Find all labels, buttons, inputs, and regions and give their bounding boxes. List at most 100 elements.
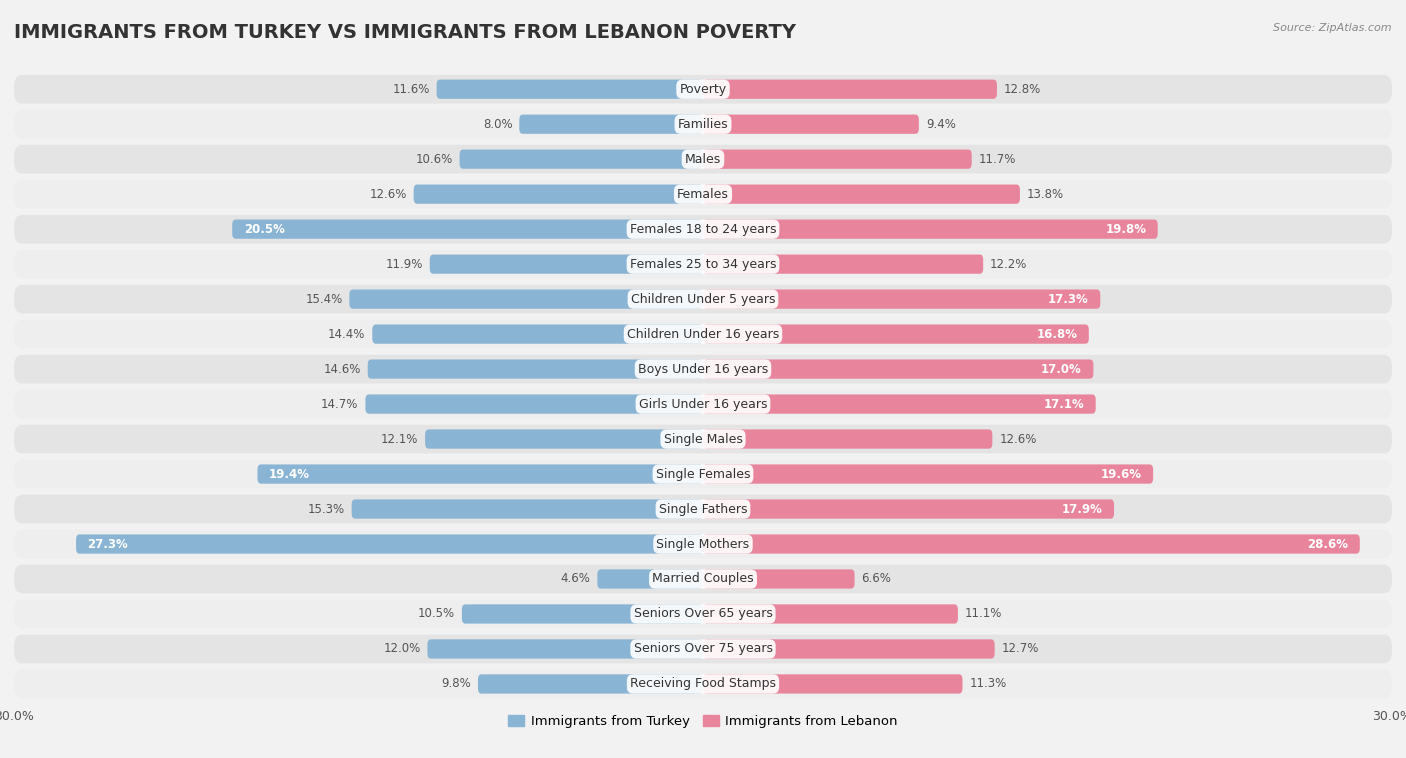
- Text: 11.7%: 11.7%: [979, 152, 1017, 166]
- FancyBboxPatch shape: [703, 675, 963, 694]
- FancyBboxPatch shape: [14, 600, 1392, 628]
- FancyBboxPatch shape: [232, 220, 703, 239]
- Text: 6.6%: 6.6%: [862, 572, 891, 585]
- FancyBboxPatch shape: [366, 394, 703, 414]
- Text: Seniors Over 75 years: Seniors Over 75 years: [634, 643, 772, 656]
- Text: 14.6%: 14.6%: [323, 362, 361, 375]
- Text: 4.6%: 4.6%: [561, 572, 591, 585]
- FancyBboxPatch shape: [413, 184, 703, 204]
- FancyBboxPatch shape: [427, 639, 703, 659]
- Text: Single Mothers: Single Mothers: [657, 537, 749, 550]
- Text: 8.0%: 8.0%: [482, 117, 512, 130]
- Text: Receiving Food Stamps: Receiving Food Stamps: [630, 678, 776, 691]
- FancyBboxPatch shape: [14, 495, 1392, 523]
- FancyBboxPatch shape: [14, 75, 1392, 104]
- Text: 12.0%: 12.0%: [384, 643, 420, 656]
- Text: IMMIGRANTS FROM TURKEY VS IMMIGRANTS FROM LEBANON POVERTY: IMMIGRANTS FROM TURKEY VS IMMIGRANTS FRO…: [14, 23, 796, 42]
- Text: 9.4%: 9.4%: [925, 117, 956, 130]
- Text: 9.8%: 9.8%: [441, 678, 471, 691]
- Text: Source: ZipAtlas.com: Source: ZipAtlas.com: [1274, 23, 1392, 33]
- Text: 17.1%: 17.1%: [1043, 398, 1084, 411]
- FancyBboxPatch shape: [703, 290, 1101, 309]
- FancyBboxPatch shape: [703, 324, 1088, 343]
- FancyBboxPatch shape: [703, 80, 997, 99]
- FancyBboxPatch shape: [14, 355, 1392, 384]
- FancyBboxPatch shape: [703, 465, 1153, 484]
- FancyBboxPatch shape: [349, 290, 703, 309]
- Text: 10.5%: 10.5%: [418, 607, 456, 621]
- FancyBboxPatch shape: [703, 255, 983, 274]
- Text: 11.3%: 11.3%: [969, 678, 1007, 691]
- FancyBboxPatch shape: [14, 215, 1392, 243]
- FancyBboxPatch shape: [430, 255, 703, 274]
- FancyBboxPatch shape: [703, 184, 1019, 204]
- Text: Single Males: Single Males: [664, 433, 742, 446]
- Text: 11.6%: 11.6%: [392, 83, 430, 96]
- Text: Children Under 16 years: Children Under 16 years: [627, 327, 779, 340]
- FancyBboxPatch shape: [519, 114, 703, 134]
- Text: 17.0%: 17.0%: [1042, 362, 1083, 375]
- FancyBboxPatch shape: [257, 465, 703, 484]
- Text: Single Fathers: Single Fathers: [659, 503, 747, 515]
- Text: Poverty: Poverty: [679, 83, 727, 96]
- Text: 11.1%: 11.1%: [965, 607, 1002, 621]
- Text: 15.4%: 15.4%: [305, 293, 343, 305]
- FancyBboxPatch shape: [437, 80, 703, 99]
- FancyBboxPatch shape: [703, 534, 1360, 553]
- Text: Females: Females: [678, 188, 728, 201]
- FancyBboxPatch shape: [14, 565, 1392, 594]
- FancyBboxPatch shape: [14, 180, 1392, 208]
- Text: Families: Families: [678, 117, 728, 130]
- Text: 12.8%: 12.8%: [1004, 83, 1040, 96]
- FancyBboxPatch shape: [14, 145, 1392, 174]
- Text: 15.3%: 15.3%: [308, 503, 344, 515]
- Text: 12.1%: 12.1%: [381, 433, 418, 446]
- Text: 19.4%: 19.4%: [269, 468, 309, 481]
- Text: Married Couples: Married Couples: [652, 572, 754, 585]
- FancyBboxPatch shape: [14, 285, 1392, 314]
- FancyBboxPatch shape: [352, 500, 703, 518]
- Text: Children Under 5 years: Children Under 5 years: [631, 293, 775, 305]
- Text: Boys Under 16 years: Boys Under 16 years: [638, 362, 768, 375]
- FancyBboxPatch shape: [478, 675, 703, 694]
- Text: 17.3%: 17.3%: [1047, 293, 1088, 305]
- Text: 13.8%: 13.8%: [1026, 188, 1064, 201]
- FancyBboxPatch shape: [425, 430, 703, 449]
- FancyBboxPatch shape: [460, 149, 703, 169]
- FancyBboxPatch shape: [14, 110, 1392, 139]
- Text: Single Females: Single Females: [655, 468, 751, 481]
- FancyBboxPatch shape: [368, 359, 703, 379]
- Text: Males: Males: [685, 152, 721, 166]
- FancyBboxPatch shape: [703, 359, 1094, 379]
- Text: 17.9%: 17.9%: [1062, 503, 1102, 515]
- FancyBboxPatch shape: [373, 324, 703, 343]
- FancyBboxPatch shape: [14, 250, 1392, 278]
- FancyBboxPatch shape: [703, 569, 855, 589]
- Text: 28.6%: 28.6%: [1308, 537, 1348, 550]
- FancyBboxPatch shape: [14, 634, 1392, 663]
- FancyBboxPatch shape: [703, 394, 1095, 414]
- FancyBboxPatch shape: [598, 569, 703, 589]
- Text: 12.2%: 12.2%: [990, 258, 1028, 271]
- Text: Girls Under 16 years: Girls Under 16 years: [638, 398, 768, 411]
- Text: 10.6%: 10.6%: [415, 152, 453, 166]
- Text: 12.6%: 12.6%: [370, 188, 406, 201]
- FancyBboxPatch shape: [14, 530, 1392, 559]
- FancyBboxPatch shape: [14, 669, 1392, 698]
- Text: 19.6%: 19.6%: [1101, 468, 1142, 481]
- FancyBboxPatch shape: [703, 114, 920, 134]
- Text: 19.8%: 19.8%: [1105, 223, 1146, 236]
- FancyBboxPatch shape: [703, 430, 993, 449]
- FancyBboxPatch shape: [703, 220, 1157, 239]
- FancyBboxPatch shape: [14, 424, 1392, 453]
- Text: 16.8%: 16.8%: [1036, 327, 1077, 340]
- Text: Females 18 to 24 years: Females 18 to 24 years: [630, 223, 776, 236]
- Text: 20.5%: 20.5%: [243, 223, 284, 236]
- Text: 14.7%: 14.7%: [321, 398, 359, 411]
- Text: Seniors Over 65 years: Seniors Over 65 years: [634, 607, 772, 621]
- FancyBboxPatch shape: [14, 390, 1392, 418]
- Text: 11.9%: 11.9%: [385, 258, 423, 271]
- Text: Females 25 to 34 years: Females 25 to 34 years: [630, 258, 776, 271]
- FancyBboxPatch shape: [703, 604, 957, 624]
- FancyBboxPatch shape: [703, 149, 972, 169]
